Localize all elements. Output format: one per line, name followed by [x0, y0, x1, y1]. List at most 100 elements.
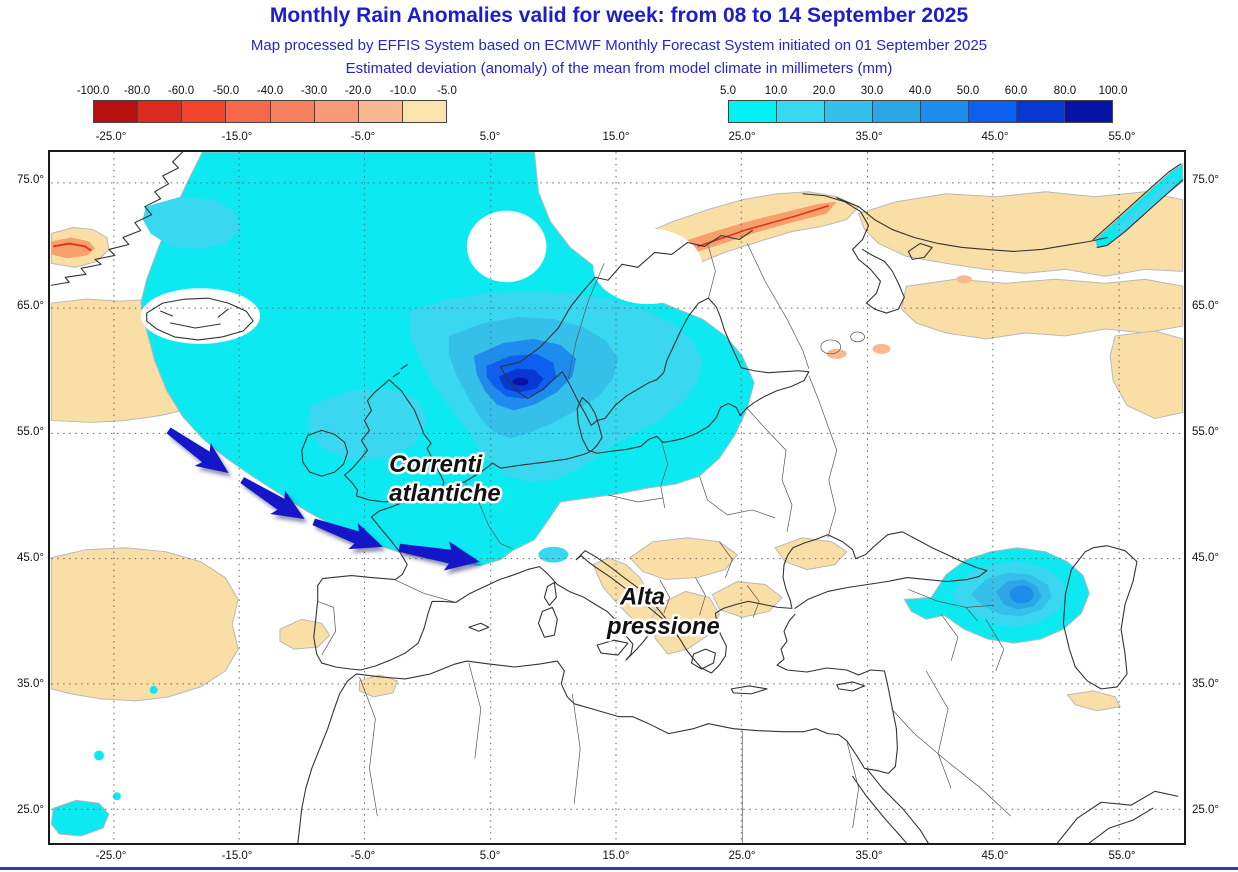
annotation-atlantic-currents-line1: Correnti: [389, 451, 483, 478]
rain-negative-region: [826, 348, 847, 359]
annotation-high-pressure-line2: pressione: [606, 613, 720, 640]
lat-label-right: 35.0°: [1192, 678, 1219, 690]
rain-positive-region: [1009, 585, 1034, 604]
lon-label-bottom: 35.0°: [855, 850, 883, 862]
rain-negative-region: [711, 581, 783, 618]
legend-color-swatch: [728, 100, 776, 123]
rain-negative-region: [51, 237, 96, 259]
rain-positive-region: [538, 546, 569, 563]
lat-label-left: 55.0°: [17, 426, 44, 438]
legend-color-swatch: [93, 100, 138, 123]
coastline-west-europe-mediterranean: [313, 450, 988, 695]
coastline-turkey-africa-caspian: [297, 545, 1179, 843]
legend-positive-colorbar: [728, 100, 1113, 123]
rain-positive-region: [307, 388, 428, 461]
legend-color-swatch: [313, 100, 358, 123]
legend-neg-tick: -100.0: [76, 85, 110, 97]
lat-label-left: 45.0°: [17, 552, 44, 564]
lat-label-left: 35.0°: [17, 678, 44, 690]
annotation-atlantic-currents-line2: atlantiche: [389, 480, 500, 507]
subtitle-units: Estimated deviation (anomaly) of the mea…: [345, 60, 893, 77]
rain-positive-region: [50, 799, 110, 837]
lon-label-top: 25.0°: [728, 131, 756, 143]
legend-color-swatch: [1064, 100, 1113, 123]
lon-label-top: 45.0°: [981, 131, 1009, 143]
legend-neg-tick: -60.0: [167, 85, 195, 97]
rain-negative-region: [279, 618, 331, 650]
legend-color-swatch: [401, 100, 447, 123]
legend-neg-tick: -10.0: [389, 85, 417, 97]
legend-negative-colorbar: [93, 100, 447, 123]
lat-label-right: 75.0°: [1192, 174, 1219, 186]
rain-positive-region: [112, 792, 121, 801]
country-borders: [317, 243, 1011, 843]
legend-neg-tick: -40.0: [256, 85, 284, 97]
lon-label-top: 5.0°: [479, 131, 501, 143]
legend-neg-tick: -80.0: [123, 85, 151, 97]
lon-label-bottom: -15.0°: [221, 850, 253, 862]
lat-label-right: 65.0°: [1192, 300, 1219, 312]
lon-label-bottom: 15.0°: [602, 850, 630, 862]
legend-pos-tick: 40.0: [908, 85, 932, 97]
page-title: Monthly Rain Anomalies valid for week: f…: [269, 4, 969, 27]
legend-color-swatch: [1016, 100, 1064, 123]
rain-negative-region: [900, 278, 1184, 340]
legend-color-swatch: [920, 100, 968, 123]
lon-label-bottom: 25.0°: [728, 850, 756, 862]
subtitle-processing: Map processed by EFFIS System based on E…: [250, 37, 988, 54]
coastline-scandinavia-baltic: [500, 163, 1184, 454]
legend-neg-tick: -30.0: [300, 85, 328, 97]
greenland-red-contour: [53, 242, 92, 252]
lat-label-left: 25.0°: [17, 804, 44, 816]
legend-color-swatch: [225, 100, 270, 123]
rain-negative-region: [774, 537, 848, 571]
legend-color-swatch: [776, 100, 824, 123]
lon-label-top: -15.0°: [221, 131, 253, 143]
flow-arrow: [312, 518, 383, 550]
flow-arrow: [166, 427, 229, 474]
lon-label-bottom: 55.0°: [1108, 850, 1136, 862]
lon-label-top: 55.0°: [1108, 131, 1136, 143]
rain-positive-region: [94, 750, 104, 761]
lat-label-right: 45.0°: [1192, 552, 1219, 564]
rain-positive-region: [149, 685, 158, 694]
legend-neg-tick: -50.0: [212, 85, 240, 97]
lat-label-left: 75.0°: [17, 174, 44, 186]
legend-pos-tick: 60.0: [1004, 85, 1028, 97]
lat-label-right: 55.0°: [1192, 426, 1219, 438]
bottom-divider: [0, 867, 1238, 870]
annotation-high-pressure-line1: Alta: [619, 583, 665, 610]
map-frame: Correnti atlantiche Alta pressione: [48, 150, 1186, 845]
legend-neg-tick: -5.0: [437, 85, 457, 97]
coastline-greenland-iceland: [50, 152, 254, 341]
lat-label-right: 25.0°: [1192, 804, 1219, 816]
legend-pos-tick: 5.0: [720, 85, 736, 97]
rain-positive-region: [512, 377, 529, 386]
rain-negative-region: [358, 674, 398, 698]
lon-label-top: 15.0°: [602, 131, 630, 143]
coastline-british-isles: [301, 364, 445, 503]
europe-anomaly-map: Correnti atlantiche Alta pressione: [50, 152, 1184, 843]
legend-color-swatch: [181, 100, 226, 123]
flow-arrow: [240, 477, 305, 519]
lon-label-top: -5.0°: [350, 131, 376, 143]
lon-label-top: 35.0°: [855, 131, 883, 143]
rain-positive-region: [1115, 175, 1177, 236]
legend-pos-tick: 80.0: [1053, 85, 1077, 97]
rain-negative-region: [1066, 690, 1121, 712]
legend-color-swatch: [872, 100, 920, 123]
lon-label-bottom: 45.0°: [981, 850, 1009, 862]
rain-negative-region: [872, 343, 891, 354]
graticule-grid: [51, 152, 1183, 843]
legend-pos-tick: 30.0: [860, 85, 884, 97]
lon-label-bottom: 5.0°: [479, 850, 501, 862]
lon-label-bottom: -25.0°: [95, 850, 127, 862]
legend-pos-tick: 100.0: [1098, 85, 1128, 97]
map-white-gap: [140, 288, 261, 344]
atlantic-flow-arrows: [166, 427, 480, 571]
legend-color-swatch: [137, 100, 182, 123]
legend-pos-tick: 10.0: [764, 85, 788, 97]
lon-label-bottom: -5.0°: [350, 850, 376, 862]
legend-color-swatch: [269, 100, 314, 123]
